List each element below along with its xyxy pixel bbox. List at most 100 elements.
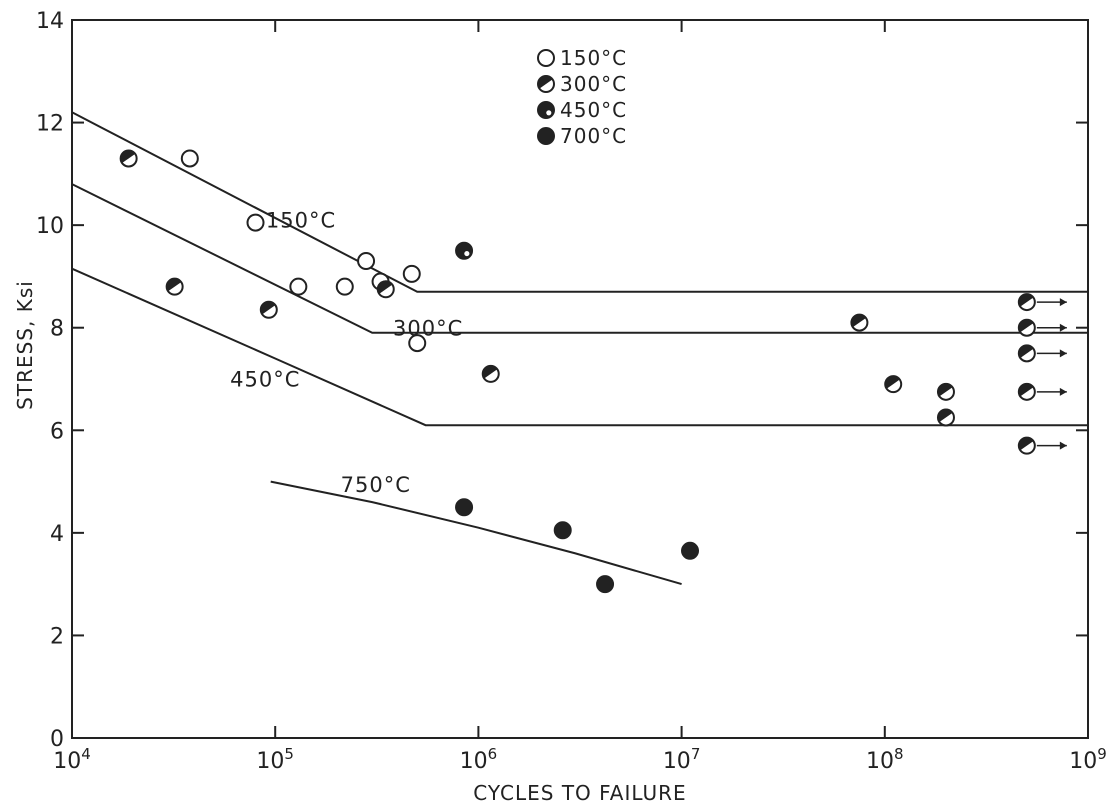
data-point-open <box>246 213 265 232</box>
runout-arrowhead <box>1059 441 1067 450</box>
x-tick-label: 107 <box>663 745 701 774</box>
marker-circle <box>455 498 474 517</box>
marker-circle <box>335 277 354 296</box>
marker-fill <box>851 314 866 328</box>
marker-circle <box>537 101 555 119</box>
marker-circle <box>289 277 308 296</box>
marker-highlight <box>464 251 470 257</box>
marker-circle <box>537 127 555 145</box>
data-point-half <box>376 280 395 299</box>
data-point-filled <box>553 521 572 540</box>
legend-label: 300°C <box>560 72 627 96</box>
data-point-mostly-filled <box>455 241 474 260</box>
x-tick-label: 105 <box>256 745 294 774</box>
curve-label-2: 450°C <box>230 368 300 392</box>
data-point-half <box>936 382 955 401</box>
data-point-half <box>850 313 869 332</box>
marker-circle <box>455 241 474 260</box>
y-tick-label: 0 <box>50 727 64 752</box>
marker-fill <box>1018 345 1034 358</box>
data-point-half <box>1017 436 1036 455</box>
marker-fill <box>166 278 182 292</box>
data-point-half <box>1017 344 1036 363</box>
curves-layer: 150°C 300°C 450°C 750°C <box>71 111 1088 586</box>
data-point-open <box>402 264 421 283</box>
y-tick-label: 12 <box>36 112 64 137</box>
legend-marker-filled <box>537 127 555 145</box>
marker-circle <box>180 149 199 168</box>
y-tick-label: 2 <box>50 624 64 649</box>
data-point-open <box>180 149 199 168</box>
y-tick-label: 6 <box>50 419 64 444</box>
curve-3 <box>270 480 682 586</box>
marker-circle <box>596 575 615 594</box>
legend-marker-half <box>537 75 555 93</box>
curve-2 <box>71 267 1088 427</box>
marker-fill <box>885 376 900 389</box>
marker-fill <box>1018 383 1034 397</box>
runout-arrowhead <box>1059 387 1067 396</box>
marker-fill <box>1018 319 1034 333</box>
legend-label: 150°C <box>560 46 627 70</box>
data-point-half <box>1017 382 1036 401</box>
x-tick-label: 106 <box>460 745 498 774</box>
marker-circle <box>553 521 572 540</box>
curve-label-0: 150°C <box>266 209 336 233</box>
data-point-filled <box>596 575 615 594</box>
marker-fill <box>120 150 136 164</box>
marker-fill <box>482 365 498 379</box>
marker-fill <box>260 301 276 315</box>
data-point-filled <box>455 498 474 517</box>
points-layer <box>119 149 1067 594</box>
runout-arrowhead <box>1059 298 1067 307</box>
marker-fill <box>538 76 553 89</box>
marker-circle <box>246 213 265 232</box>
curve-label-3: 750°C <box>341 473 411 497</box>
data-point-half <box>1017 293 1036 312</box>
marker-circle <box>681 541 700 560</box>
marker-circle <box>537 49 555 67</box>
runout-arrowhead <box>1059 349 1067 358</box>
y-tick-label: 10 <box>36 214 64 239</box>
curve-label-1: 300°C <box>393 316 463 340</box>
marker-circle <box>357 252 376 271</box>
curve-1 <box>71 183 1088 334</box>
marker-circle <box>402 264 421 283</box>
legend-marker-mostly-filled <box>537 101 555 119</box>
data-point-half <box>119 149 138 168</box>
x-axis-title: CYCLES TO FAILURE <box>473 781 686 805</box>
data-point-open <box>335 277 354 296</box>
legend-label: 700°C <box>560 124 627 148</box>
marker-fill <box>1018 294 1034 307</box>
data-point-half <box>1017 318 1036 337</box>
y-tick-label: 14 <box>36 9 64 34</box>
legend-marker-open <box>537 49 555 67</box>
data-point-half <box>936 408 955 427</box>
data-point-open <box>289 277 308 296</box>
x-tick-label: 109 <box>1069 745 1107 774</box>
y-tick-label: 4 <box>50 522 64 547</box>
marker-fill <box>937 383 953 397</box>
x-tick-label: 104 <box>53 745 91 774</box>
x-tick-label: 108 <box>866 745 904 774</box>
data-point-half <box>165 277 184 296</box>
marker-circle <box>408 334 427 353</box>
ticks-layer: 0 2 4 6 8 10 12 14 104 105 106 107 108 109 <box>36 9 1107 774</box>
data-point-half <box>259 300 278 319</box>
data-point-filled <box>681 541 700 560</box>
legend-label: 450°C <box>560 98 627 122</box>
runout-arrowhead <box>1059 323 1067 332</box>
marker-fill <box>1018 437 1034 451</box>
y-axis-title: STRESS, Ksi <box>13 280 37 410</box>
curve-0 <box>71 111 1088 293</box>
data-point-open <box>408 334 427 353</box>
marker-fill <box>937 409 953 423</box>
plot-frame <box>71 19 1089 739</box>
data-point-half <box>481 364 500 383</box>
y-tick-label: 8 <box>50 317 64 342</box>
data-point-half <box>884 375 903 394</box>
marker-highlight <box>546 110 552 116</box>
data-point-open <box>357 252 376 271</box>
